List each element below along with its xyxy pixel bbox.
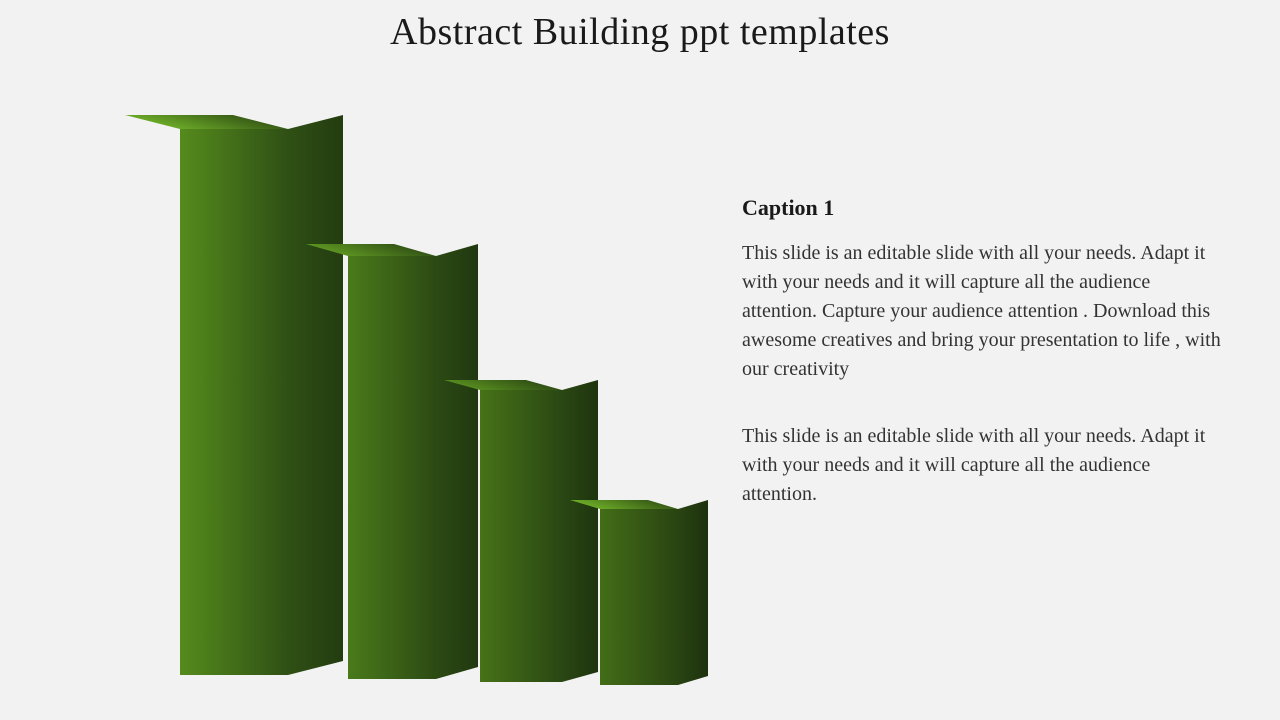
bar-side xyxy=(678,500,708,685)
paragraph-2: This slide is an editable slide with all… xyxy=(742,422,1222,509)
bar-front xyxy=(480,390,562,682)
bar-front xyxy=(180,129,288,675)
bar-front xyxy=(348,256,436,679)
paragraph-1: This slide is an editable slide with all… xyxy=(742,239,1222,384)
bar-2 xyxy=(348,244,478,679)
bars-container xyxy=(180,115,660,685)
slide-title: Abstract Building ppt templates xyxy=(0,10,1280,54)
bar-front xyxy=(600,509,678,685)
bar-1 xyxy=(180,115,343,675)
bar-side xyxy=(436,244,478,679)
bar-3 xyxy=(480,380,598,682)
bar-chart xyxy=(180,115,660,685)
bar-side xyxy=(288,115,343,675)
caption-heading: Caption 1 xyxy=(742,195,1222,221)
content-area: Caption 1 This slide is an editable slid… xyxy=(742,195,1222,547)
bar-side xyxy=(562,380,598,682)
bar-top xyxy=(125,115,288,129)
bar-4 xyxy=(600,500,708,685)
